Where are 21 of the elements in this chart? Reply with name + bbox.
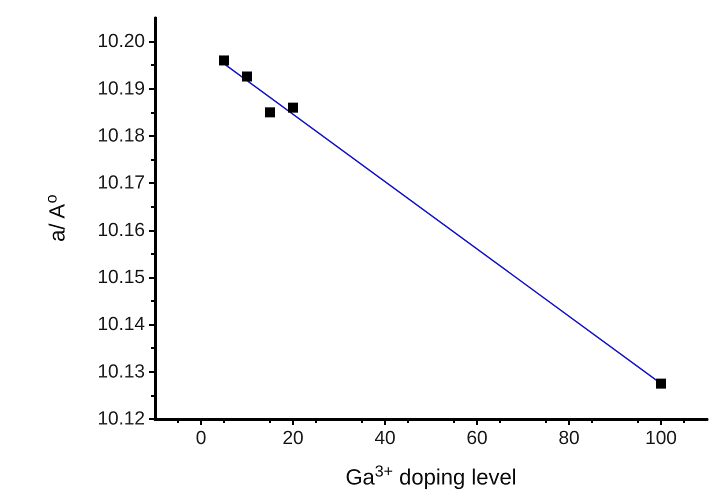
y-tick-label: 10.19 — [97, 78, 145, 100]
y-tick-label: 10.16 — [97, 220, 145, 241]
x-tick-label: 20 — [282, 428, 304, 449]
y-tick-label: 10.18 — [97, 125, 145, 146]
y-tick-label: 10.12 — [97, 408, 145, 430]
y-tick-label: 10.17 — [97, 172, 145, 194]
x-tick-label: 0 — [196, 428, 206, 449]
y-tick-label: 10.14 — [97, 314, 146, 336]
x-tick-label: 60 — [466, 428, 488, 449]
point — [219, 55, 229, 66]
point — [242, 72, 252, 82]
x-tick-label: 100 — [645, 428, 677, 449]
x-tick-label: 80 — [558, 428, 580, 449]
point — [265, 107, 275, 118]
point — [288, 102, 298, 113]
y-axis-title: a/ Ao — [44, 194, 70, 242]
x-tick-label: 40 — [374, 428, 396, 449]
point — [656, 378, 666, 389]
y-tick-label: 10.13 — [97, 361, 145, 382]
y-tick-label: 10.15 — [97, 266, 145, 288]
y-tick-label: 10.20 — [97, 31, 145, 52]
